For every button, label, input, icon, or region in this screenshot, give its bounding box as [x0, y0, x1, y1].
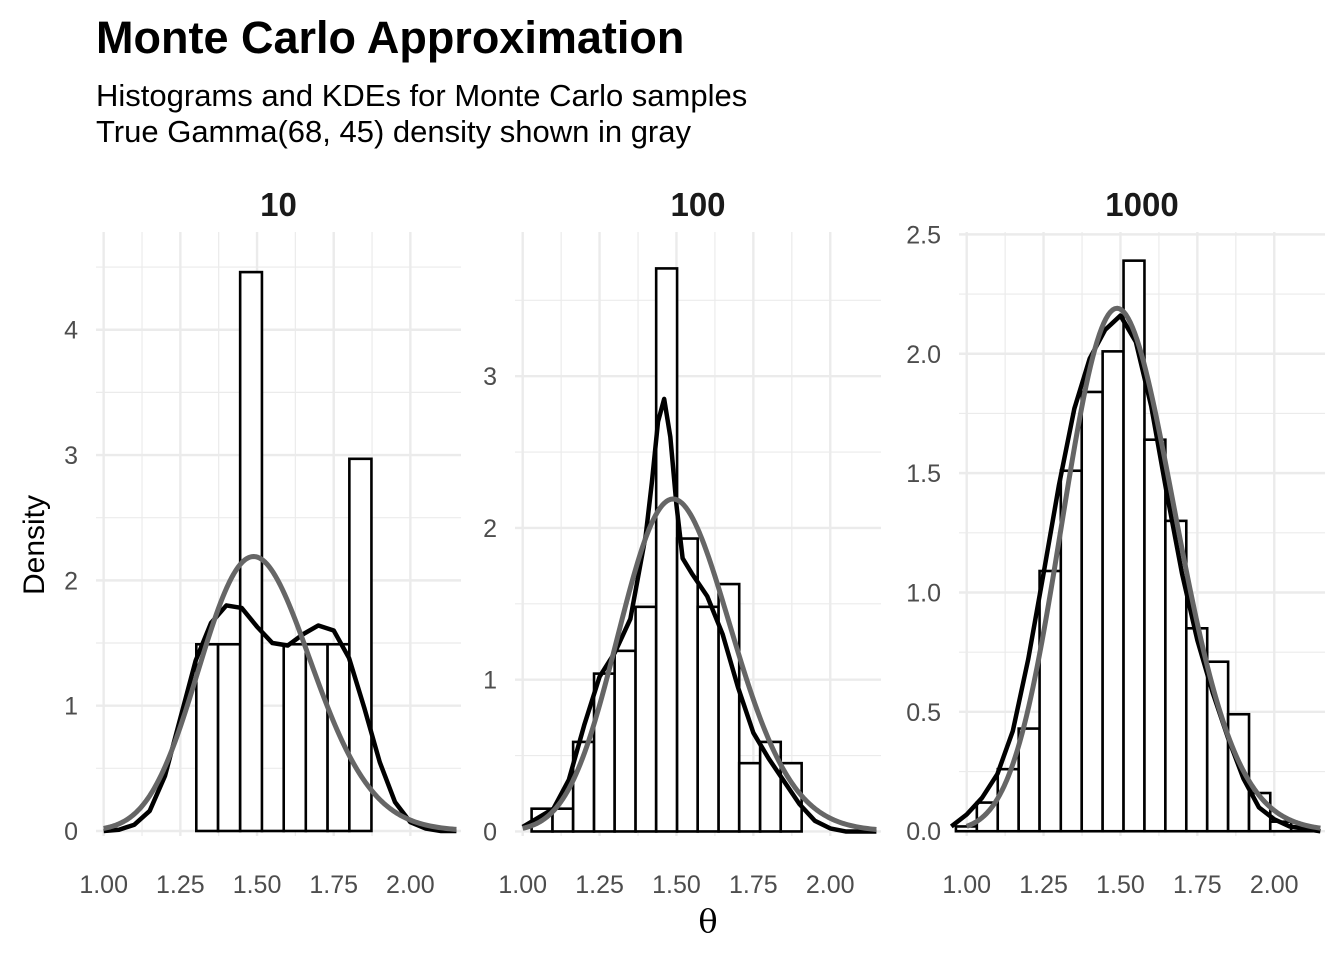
y-tick-label: 0 — [64, 818, 78, 846]
y-tick-label: 1 — [483, 667, 497, 695]
x-tick-label: 1.50 — [233, 871, 282, 899]
x-tick-label: 1.25 — [156, 871, 205, 899]
x-tick-label: 1.00 — [79, 871, 128, 899]
histogram-bar — [675, 537, 699, 833]
y-tick-label: 2 — [64, 567, 78, 595]
histogram-bar — [696, 605, 720, 833]
panel-label-1000: 1000 — [1105, 186, 1178, 223]
histogram-bar — [634, 605, 658, 833]
x-tick-label: 1.25 — [1019, 871, 1068, 899]
histogram-bar — [654, 267, 679, 833]
x-tick-label: 2.00 — [1250, 871, 1299, 899]
histogram-bar — [613, 649, 637, 833]
subtitle-line-2: True Gamma(68, 45) density shown in gray — [96, 114, 691, 149]
x-tick-label: 1.75 — [309, 871, 358, 899]
panel-label-100: 100 — [670, 186, 725, 223]
y-tick-label: 2.0 — [906, 341, 941, 369]
histogram-bar — [1101, 350, 1125, 833]
kde-curve — [103, 603, 457, 834]
true-density-curve — [965, 305, 1321, 831]
histogram-bar — [1038, 569, 1063, 833]
y-tick-label: 1.0 — [906, 579, 941, 607]
x-tick-label: 2.00 — [806, 871, 855, 899]
panel-100: 100 1.00 1.25 1.50 1.75 2.00 0 1 2 3 — [483, 186, 881, 899]
x-tick-label: 1.75 — [729, 871, 778, 899]
histogram-bar — [282, 642, 308, 833]
x-tick-label: 1.25 — [575, 871, 624, 899]
true-density-curve — [522, 496, 877, 832]
x-tick-label: 1.75 — [1173, 871, 1222, 899]
panel-10: 10 1.00 1.25 1.50 1.75 2.00 0 1 2 3 4 — [64, 186, 461, 899]
y-tick-label: 3 — [483, 363, 497, 391]
panel-label-10: 10 — [260, 186, 297, 223]
y-tick-label: 1 — [64, 693, 78, 721]
y-tick-label: 4 — [64, 317, 78, 345]
page-title: Monte Carlo Approximation — [96, 12, 685, 63]
histogram-bar — [348, 457, 373, 833]
kde-curve — [521, 396, 877, 834]
histogram-bar — [1143, 438, 1167, 833]
panel-1000: 1000 1.00 1.25 1.50 1.75 2.00 0.0 0.5 1.0 1.5 2.0 2… — [906, 186, 1325, 899]
true-density-curve — [103, 553, 457, 832]
x-tick-label: 2.00 — [386, 871, 435, 899]
histogram-bar — [238, 270, 264, 833]
x-tick-label: 1.00 — [498, 871, 547, 899]
histogram-bar — [954, 825, 979, 833]
y-tick-label: 2 — [483, 515, 497, 543]
x-tick-label: 1.00 — [942, 871, 991, 899]
y-tick-label: 0.0 — [906, 818, 941, 846]
y-tick-label: 1.5 — [906, 460, 941, 488]
subtitle-line-1: Histograms and KDEs for Monte Carlo samp… — [96, 78, 748, 113]
y-axis-title: Density — [18, 495, 51, 595]
histogram-bar — [216, 642, 242, 833]
x-axis-title: θ — [698, 902, 717, 940]
histogram-bar — [1080, 390, 1104, 833]
histogram-bar — [1017, 727, 1041, 833]
x-tick-label: 1.50 — [652, 871, 701, 899]
y-tick-label: 2.5 — [906, 221, 941, 249]
histogram-bar — [737, 761, 762, 833]
y-tick-label: 3 — [64, 442, 78, 470]
x-tick-label: 1.50 — [1096, 871, 1145, 899]
y-tick-label: 0.5 — [906, 699, 941, 727]
y-tick-label: 0 — [483, 818, 497, 846]
